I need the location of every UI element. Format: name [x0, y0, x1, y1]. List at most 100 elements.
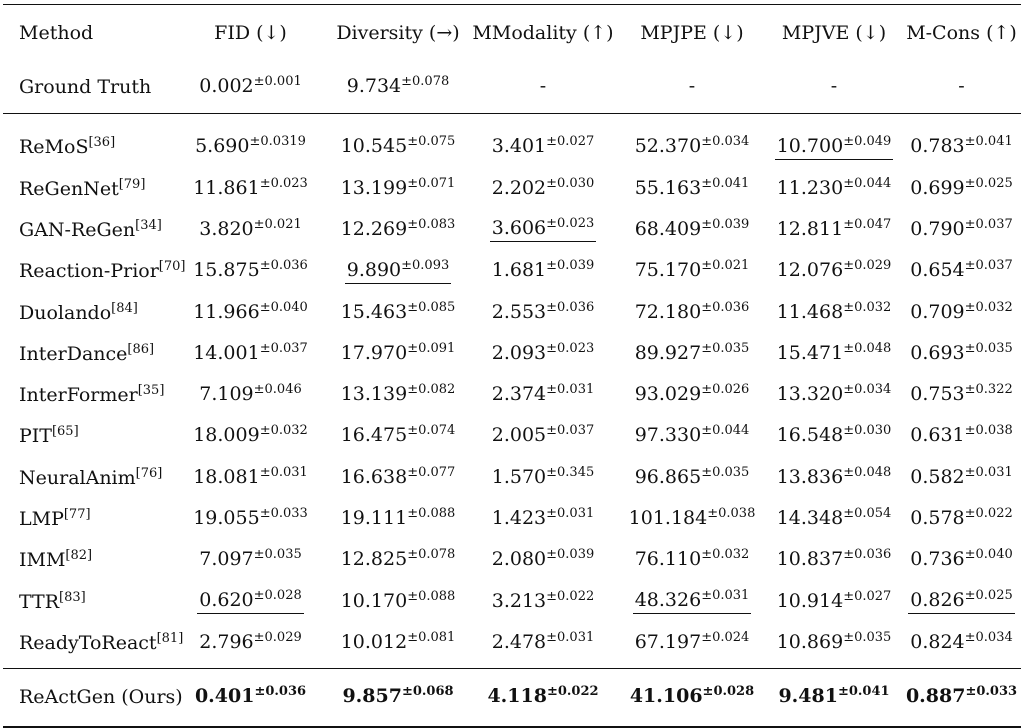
cell-mpjve: - — [766, 61, 902, 114]
value-std: ±0.001 — [253, 74, 302, 89]
metric-value: 3.213±0.022 — [490, 590, 597, 614]
value-mean: 55.163 — [634, 176, 702, 199]
metric-value: 15.875±0.036 — [191, 259, 310, 283]
value-mean: 10.914 — [776, 589, 844, 612]
citation-ref: [76] — [135, 465, 163, 481]
value-mean: 68.409 — [634, 217, 702, 240]
value-std: ±0.081 — [407, 629, 456, 645]
value-mean: 0.790 — [910, 217, 965, 240]
value-std: ±0.022 — [964, 506, 1013, 522]
value-mean: 1.570 — [491, 465, 547, 488]
table-row: InterDance[86] 14.001±0.037 17.970±0.091 2.… — [3, 333, 1021, 374]
metric-value: 15.463±0.085 — [339, 301, 458, 325]
metric-value: - — [687, 75, 697, 99]
metric-value: 5.690±0.0319 — [193, 135, 308, 159]
metric-value: 2.478±0.031 — [490, 631, 597, 655]
value-mean: 3.820 — [199, 217, 254, 240]
citation-ref: [35] — [137, 383, 165, 399]
cell-mmodality: 1.423±0.031 — [468, 498, 618, 539]
value-std: ±0.083 — [407, 216, 456, 232]
value-std: ±0.032 — [964, 299, 1013, 315]
metric-value: 76.110±0.032 — [633, 548, 752, 572]
value-mean: 0.824 — [910, 630, 965, 653]
metric-value: 19.055±0.033 — [191, 507, 310, 531]
metric-value: 14.348±0.054 — [775, 507, 894, 531]
value-std: ±0.037 — [546, 423, 595, 439]
metric-value: 18.081±0.031 — [191, 466, 310, 490]
cell-fid: 19.055±0.033 — [173, 498, 328, 539]
metric-value: 10.012±0.081 — [339, 631, 458, 655]
cell-method: IMM[82] — [3, 540, 173, 581]
value-std: ±0.031 — [546, 506, 595, 522]
cell-method: ReadyToReact[81] — [3, 622, 183, 668]
metric-value: 2.796±0.029 — [197, 631, 304, 655]
value-std: ±0.044 — [701, 423, 750, 439]
value-mean: 0.693 — [910, 341, 965, 364]
value-std: ±0.049 — [843, 133, 892, 149]
metric-value: 89.927±0.035 — [633, 342, 752, 366]
cell-mmodality: 3.606±0.023 — [468, 209, 618, 250]
value-mean: 7.097 — [199, 548, 254, 571]
value-std: ±0.037 — [259, 340, 308, 356]
value-mean: 15.463 — [340, 300, 408, 323]
second-best-value: 0.620±0.028 — [197, 589, 304, 615]
value-mean: 0.654 — [910, 259, 965, 282]
cell-fid: 18.009±0.032 — [173, 416, 328, 457]
value-std: ±0.345 — [546, 464, 595, 480]
value-std: ±0.041 — [701, 175, 750, 191]
value-std: ±0.036 — [701, 299, 750, 315]
citation-ref: [79] — [118, 176, 146, 192]
method-name: Duolando — [19, 301, 112, 324]
method-name: GAN-ReGen — [19, 218, 136, 241]
cell-mmodality: 2.005±0.037 — [468, 416, 618, 457]
value-std: ±0.031 — [546, 629, 595, 645]
value-std: ±0.022 — [546, 684, 599, 700]
cell-method: Duolando[84] — [3, 292, 173, 333]
value-mean: 0.699 — [910, 176, 965, 199]
value-std: ±0.032 — [843, 299, 892, 315]
metric-value: 0.582±0.031 — [908, 466, 1015, 490]
cell-mpjve: 12.076±0.029 — [766, 251, 902, 292]
cell-mmodality: 2.202±0.030 — [468, 168, 618, 209]
value-std: ±0.037 — [964, 258, 1013, 274]
value-std: ±0.024 — [701, 629, 750, 645]
metric-value: 0.753±0.322 — [908, 383, 1015, 407]
cell-mpjpe: 93.029±0.026 — [618, 374, 766, 415]
metric-value: 16.638±0.077 — [339, 466, 458, 490]
value-std: ±0.0319 — [249, 134, 306, 149]
value-mean: 18.009 — [193, 424, 260, 447]
cell-mpjve: 14.348±0.054 — [766, 498, 902, 539]
value-std: ±0.023 — [546, 340, 595, 356]
value-mean: 0.401 — [194, 685, 255, 708]
value-mean: 2.202 — [491, 176, 547, 199]
value-std: ±0.035 — [843, 629, 892, 645]
value-std: ±0.077 — [407, 464, 456, 480]
value-std: ±0.085 — [407, 299, 456, 315]
cell-diversity: 9.857±0.068 — [328, 668, 468, 727]
value-mean: 1.681 — [491, 259, 547, 282]
value-std: ±0.032 — [259, 423, 308, 439]
metric-value: 1.681±0.039 — [490, 259, 597, 283]
value-mean: 0.709 — [910, 300, 965, 323]
table-row: Duolando[84] 11.966±0.040 15.463±0.085 2.55… — [3, 292, 1021, 333]
metric-value: 96.865±0.035 — [633, 466, 752, 490]
metric-value: 17.970±0.091 — [339, 342, 458, 366]
value-std: ±0.029 — [253, 629, 302, 645]
value-std: ±0.088 — [407, 588, 456, 604]
metric-value: 14.001±0.037 — [191, 342, 310, 366]
table-row: LMP[77] 19.055±0.033 19.111±0.088 1.423±0.0… — [3, 498, 1021, 539]
value-std: ±0.071 — [407, 175, 456, 191]
value-mean: 67.197 — [634, 630, 702, 653]
header-mpjpe: MPJPE (↓) — [640, 22, 744, 44]
value-std: ±0.021 — [701, 258, 750, 274]
value-std: ±0.046 — [253, 382, 302, 398]
cell-fid: 3.820±0.021 — [173, 209, 328, 250]
value-std: ±0.030 — [546, 175, 595, 191]
value-std: ±0.031 — [964, 464, 1013, 480]
second-best-value: 9.890±0.093 — [344, 259, 452, 284]
value-mean: 14.001 — [193, 341, 260, 364]
citation-ref: [82] — [65, 548, 93, 564]
metric-value: 2.093±0.023 — [490, 342, 597, 366]
value-mean: 16.475 — [340, 424, 408, 447]
results-table-body: Ground Truth 0.002±0.001 9.734±0.078- - - - Re… — [3, 61, 1021, 727]
